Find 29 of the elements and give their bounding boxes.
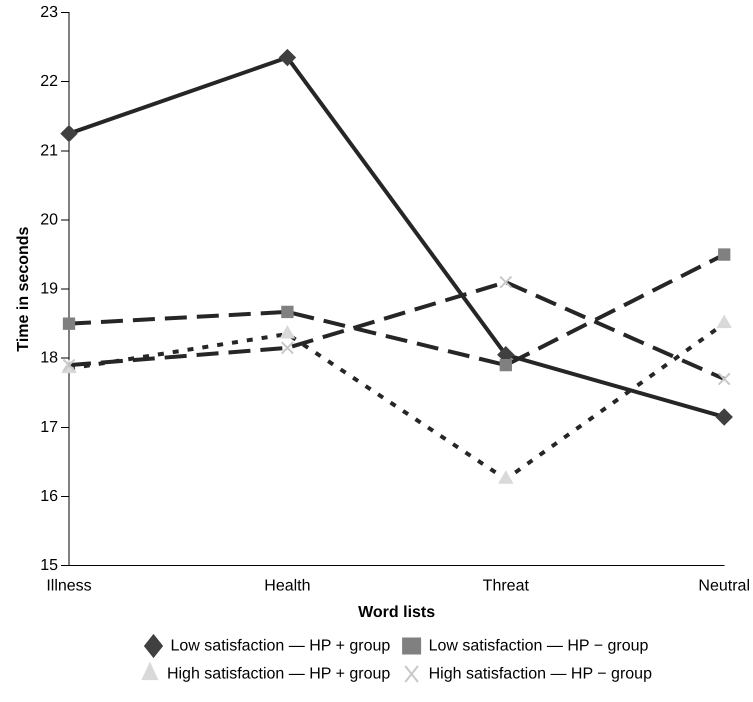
y-tick-label: 15 — [40, 557, 58, 574]
point — [716, 408, 733, 426]
y-tick-label: 21 — [40, 142, 58, 160]
legend-label: Low satisfaction — HP − group — [428, 637, 649, 654]
x-tick-label: Health — [264, 578, 311, 595]
point — [499, 276, 512, 289]
y-tick-label: 22 — [40, 73, 58, 90]
point — [718, 248, 730, 261]
x-tick-label: Illness — [46, 578, 92, 595]
point — [60, 125, 78, 142]
point — [278, 49, 296, 66]
point — [500, 358, 512, 372]
point — [62, 318, 76, 330]
y-axis-title: Time in seconds — [15, 226, 32, 352]
point — [718, 372, 731, 386]
y-tick-label: 18 — [40, 350, 58, 367]
legend-label: Low satisfaction — HP + group — [170, 637, 390, 654]
legend-label: High satisfaction — HP + group — [166, 665, 390, 682]
y-tick-label: 20 — [40, 211, 58, 228]
point — [281, 306, 294, 318]
y-tick-label: 19 — [40, 280, 58, 298]
y-tick-label: 17 — [40, 418, 58, 436]
x-axis-title: Word lists — [358, 604, 436, 621]
y-tick-label: 23 — [40, 4, 58, 22]
y-tick-label: 16 — [40, 488, 58, 505]
legend-label: High satisfaction — HP − group — [428, 665, 652, 682]
x-tick-label: Neutral — [698, 578, 750, 595]
point — [280, 341, 294, 355]
x-tick-label: Threat — [482, 578, 530, 595]
